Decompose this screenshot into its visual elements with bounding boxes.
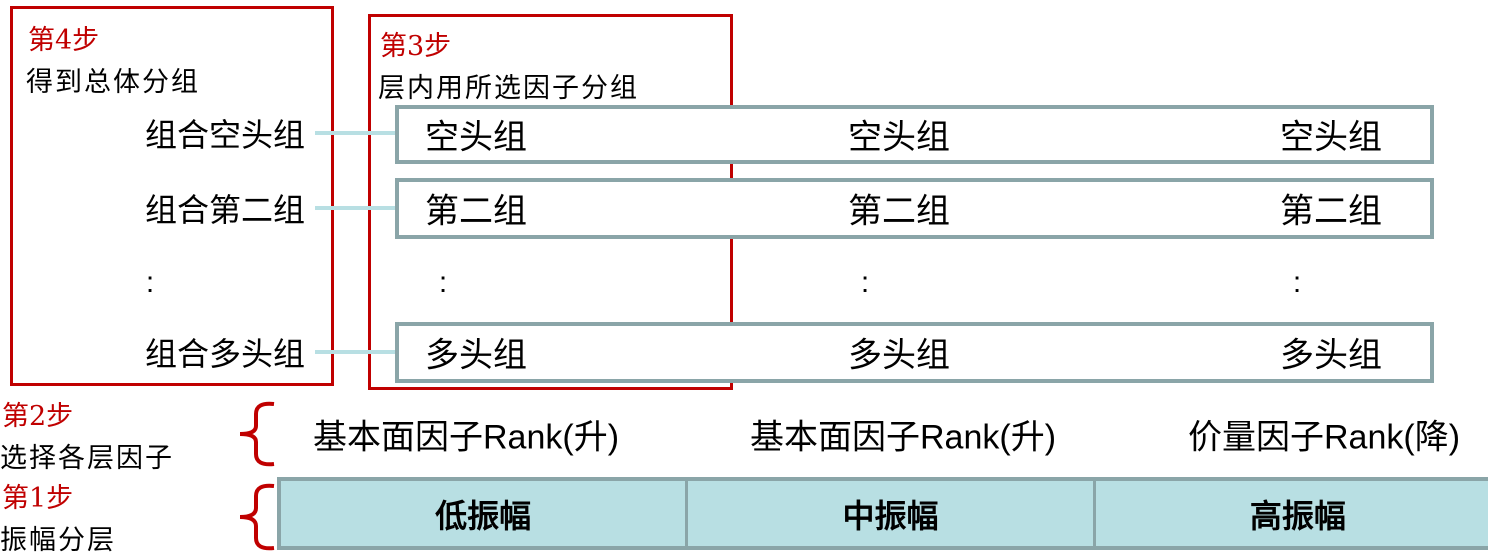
combo-short-group: 组合空头组 — [144, 117, 305, 153]
layer-low: 低振幅 — [281, 481, 689, 546]
step2-label: 第2步 — [2, 401, 74, 432]
group-cell: 空头组 — [848, 118, 950, 157]
combo-second-group: 组合第二组 — [144, 192, 305, 228]
ellipsis: : — [438, 266, 448, 299]
layer-high: 高振幅 — [1096, 481, 1488, 546]
group-cell: 多头组 — [425, 336, 527, 375]
step1-label: 第1步 — [2, 483, 74, 514]
group-cell: 空头组 — [425, 118, 527, 157]
step2-desc: 选择各层因子 — [0, 443, 174, 474]
connector-line — [315, 131, 395, 135]
step1-desc: 振幅分层 — [0, 525, 116, 556]
brace-icon — [239, 401, 275, 467]
connector-line — [315, 206, 395, 210]
group-cell: 第二组 — [1280, 192, 1382, 231]
brace-icon — [239, 483, 275, 551]
factor-label: 基本面因子Rank(升) — [313, 418, 620, 457]
combo-long-group: 组合多头组 — [144, 336, 305, 372]
connector-line — [315, 350, 395, 354]
group-cell: 第二组 — [848, 192, 950, 231]
step4-desc: 得到总体分组 — [26, 67, 200, 98]
factor-label: 价量因子Rank(降) — [1188, 418, 1461, 457]
step4-label: 第4步 — [28, 25, 100, 56]
group-row-long — [395, 322, 1434, 383]
group-cell: 第二组 — [425, 192, 527, 231]
factor-label: 基本面因子Rank(升) — [750, 418, 1057, 457]
step3-label: 第3步 — [380, 31, 452, 62]
combo-ellipsis: : — [145, 266, 155, 299]
group-row-second — [395, 178, 1434, 239]
group-row-short — [395, 105, 1434, 164]
ellipsis: : — [1292, 266, 1302, 299]
layer-mid: 中振幅 — [688, 481, 1096, 546]
group-cell: 空头组 — [1280, 118, 1382, 157]
ellipsis: : — [860, 266, 870, 299]
amplitude-layers: 低振幅 中振幅 高振幅 — [277, 477, 1488, 550]
step4-box — [10, 6, 334, 386]
group-cell: 多头组 — [1280, 336, 1382, 375]
step3-desc: 层内用所选因子分组 — [378, 73, 639, 104]
group-cell: 多头组 — [848, 336, 950, 375]
